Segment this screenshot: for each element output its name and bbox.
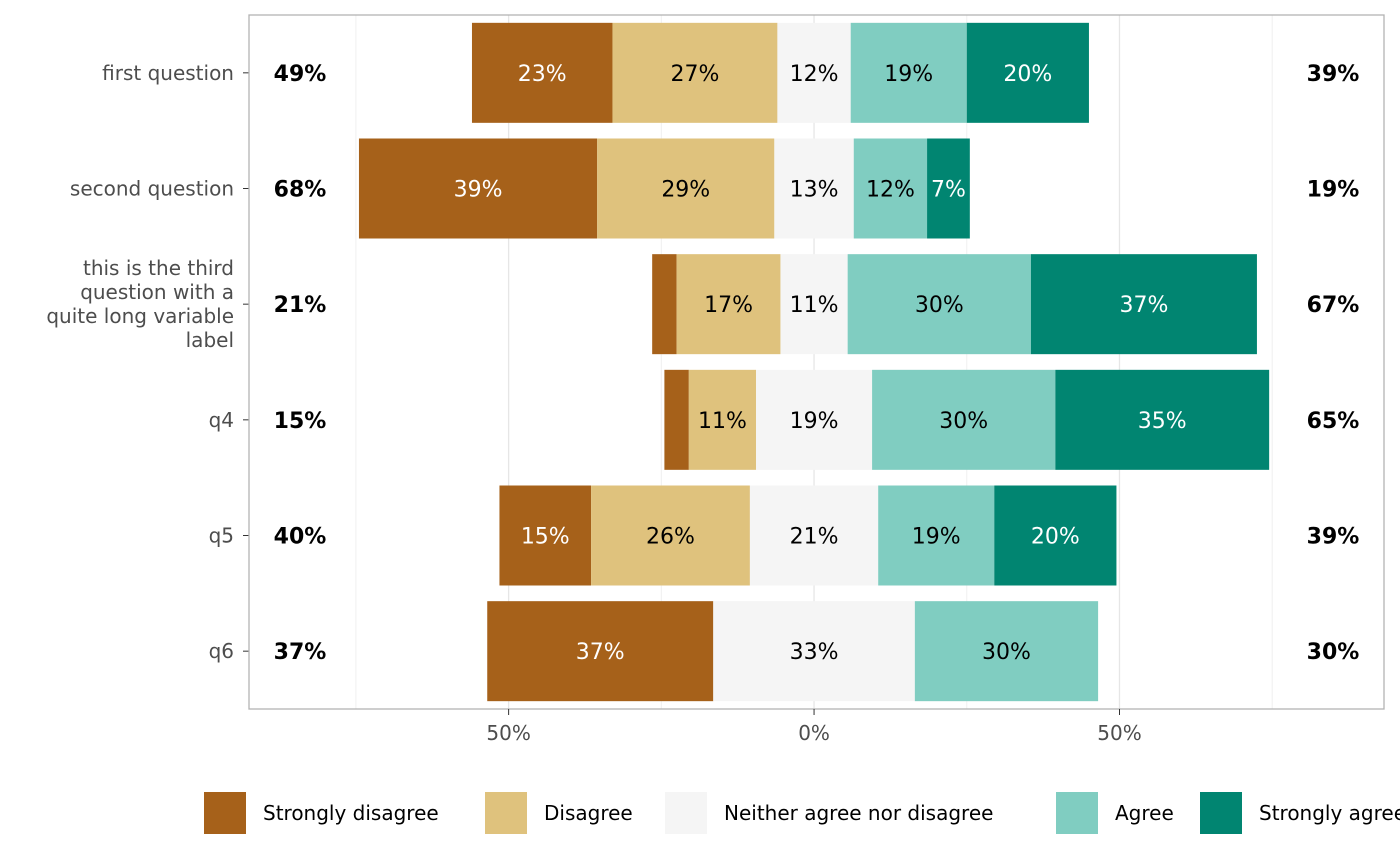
left-total-label: 68%	[274, 178, 327, 203]
bar-segment	[853, 138, 928, 239]
bar-segment	[688, 369, 757, 470]
x-tick-label: 0%	[798, 721, 830, 745]
bar-segment	[850, 22, 967, 123]
bar-label: 29%	[661, 178, 710, 203]
bar-label: 12%	[866, 178, 915, 203]
x-tick-label: 50%	[1097, 721, 1141, 745]
bar-label: 39%	[454, 178, 503, 203]
bar-label: 19%	[884, 62, 933, 87]
bar-segment	[664, 369, 689, 470]
bar-segment	[358, 138, 598, 239]
bar-segment	[927, 138, 970, 239]
bar-label: 17%	[704, 293, 753, 318]
bar-segment	[591, 485, 750, 586]
bar-segment	[872, 369, 1056, 470]
y-tick-label: quite long variable	[46, 304, 234, 328]
bar-label: 35%	[1138, 409, 1187, 434]
right-total-label: 39%	[1307, 525, 1360, 550]
bar-label: 15%	[521, 525, 570, 550]
bar-label: 11%	[698, 409, 747, 434]
legend-label: Agree	[1115, 801, 1174, 825]
legend-swatch	[485, 792, 527, 834]
y-tick-label: q4	[209, 408, 234, 432]
right-total-label: 39%	[1307, 62, 1360, 87]
legend-swatch	[665, 792, 707, 834]
bar-segment	[471, 22, 613, 123]
bar-label: 13%	[790, 178, 839, 203]
left-total-label: 40%	[274, 525, 327, 550]
y-tick-label: q6	[209, 639, 234, 663]
bar-label: 37%	[1119, 293, 1168, 318]
legend-swatch	[204, 792, 246, 834]
legend-label: Neither agree nor disagree	[724, 801, 993, 825]
bar-label: 7%	[931, 178, 966, 203]
bar-segment	[777, 22, 851, 123]
y-tick-label: first question	[102, 61, 234, 85]
right-total-label: 65%	[1307, 409, 1360, 434]
panel-border	[248, 14, 1385, 710]
bar-label: 23%	[518, 62, 567, 87]
bar-segment	[994, 485, 1117, 586]
right-total-label: 67%	[1307, 293, 1360, 318]
bar-label: 21%	[790, 525, 839, 550]
legend-label: Strongly disagree	[263, 801, 439, 825]
bar-label: 37%	[576, 640, 625, 665]
bar-label: 12%	[790, 62, 839, 87]
x-tick-label: 50%	[486, 721, 530, 745]
bar-segment	[1030, 254, 1257, 355]
bar-segment	[676, 254, 781, 355]
bar-segment	[597, 138, 775, 239]
bar-label: 30%	[915, 293, 964, 318]
bar-segment	[499, 485, 592, 586]
bar-label: 19%	[790, 409, 839, 434]
bar-label: 27%	[670, 62, 719, 87]
bar-segment	[878, 485, 995, 586]
bar-segment	[756, 369, 873, 470]
right-total-label: 19%	[1307, 178, 1360, 203]
bar-segment	[612, 22, 778, 123]
bar-label: 19%	[912, 525, 961, 550]
bar-label: 30%	[939, 409, 988, 434]
y-tick-label: this is the third	[83, 256, 234, 280]
bar-label: 20%	[1003, 62, 1052, 87]
left-total-label: 15%	[274, 409, 327, 434]
bar-segment	[966, 22, 1089, 123]
bar-segment	[749, 485, 879, 586]
bar-label: 33%	[790, 640, 839, 665]
bar-segment	[1055, 369, 1270, 470]
bar-segment	[780, 254, 848, 355]
right-total-label: 30%	[1307, 640, 1360, 665]
bar-segment	[713, 601, 915, 702]
legend-label: Disagree	[544, 801, 633, 825]
bar-segment	[847, 254, 1031, 355]
legend-swatch	[1056, 792, 1098, 834]
y-tick-label: label	[186, 328, 234, 352]
y-tick-label: second question	[70, 177, 234, 201]
y-tick-label: q5	[209, 524, 234, 548]
bar-segment	[652, 254, 677, 355]
bar-label: 26%	[646, 525, 695, 550]
bar-segment	[914, 601, 1099, 702]
legend-swatch	[1200, 792, 1242, 834]
y-tick-label: question with a	[80, 280, 234, 304]
bar-segment	[774, 138, 854, 239]
bar-segment	[487, 601, 714, 702]
legend-label: Strongly agree	[1259, 801, 1400, 825]
left-total-label: 49%	[274, 62, 327, 87]
bar-label: 30%	[982, 640, 1031, 665]
bar-label: 20%	[1031, 525, 1080, 550]
left-total-label: 21%	[274, 293, 327, 318]
bar-label: 11%	[790, 293, 839, 318]
left-total-label: 37%	[274, 640, 327, 665]
